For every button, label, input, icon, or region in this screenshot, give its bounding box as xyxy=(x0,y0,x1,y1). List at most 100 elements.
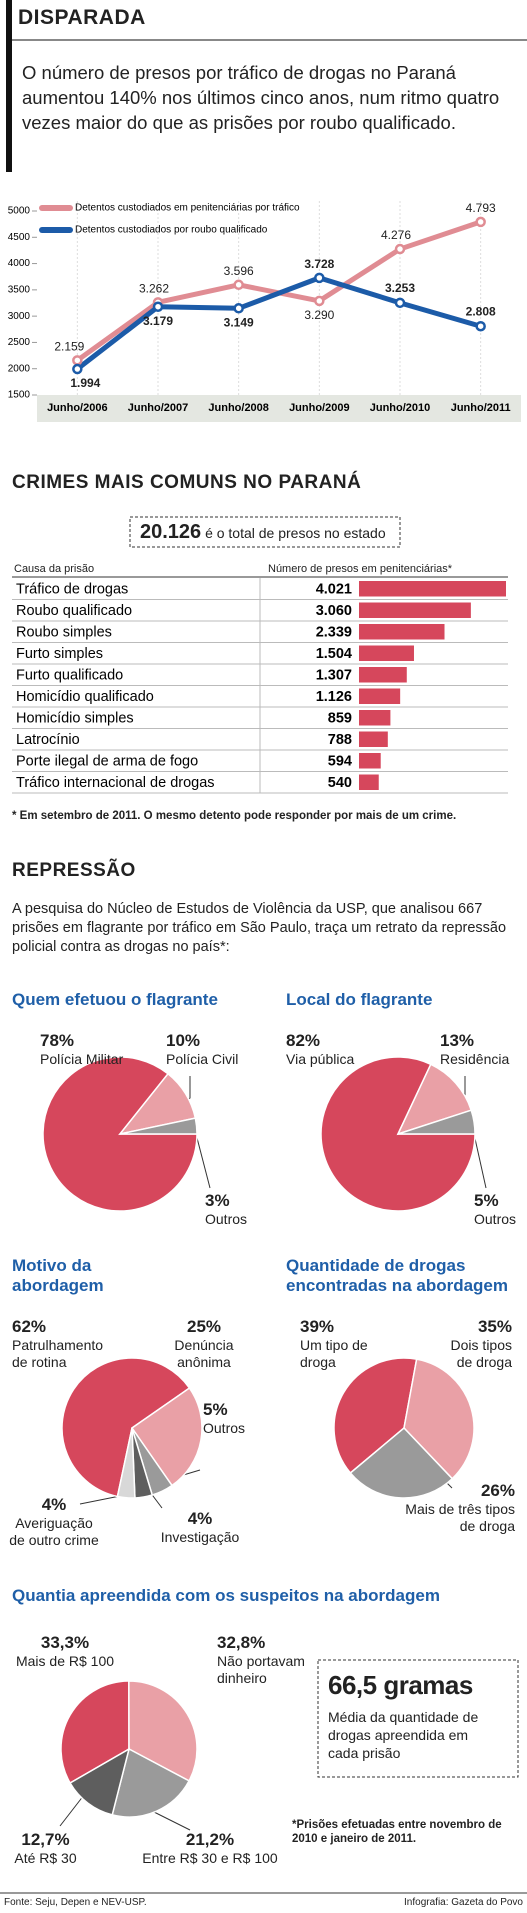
slice-label: 82% Via pública xyxy=(286,1030,386,1068)
y-tick-label: 3500 xyxy=(8,284,31,295)
highlight-value: 66,5 gramas xyxy=(328,1670,473,1700)
pie-title: Local do flagrante xyxy=(286,990,433,1009)
slice-value: 4% xyxy=(41,1495,67,1514)
y-tick-label: 3000 xyxy=(8,311,31,322)
slice-value: 13% xyxy=(440,1031,475,1050)
pie-slice xyxy=(396,1063,473,1136)
category-label: Homicídio simples xyxy=(16,711,134,727)
point xyxy=(233,303,244,314)
legend-label: Detentos custodiados em penitenciárias p… xyxy=(75,203,300,214)
pie-slice xyxy=(69,1747,131,1816)
pie-title: Quem efetuou o flagrante xyxy=(12,990,218,1009)
slice-name: Denúncia anônima xyxy=(174,1337,234,1370)
slice-label: 10% Polícia Civil xyxy=(166,1030,256,1068)
slice-label: 26% Mais de três tipos de droga xyxy=(400,1480,515,1535)
category-label: Furto qualificado xyxy=(16,668,123,684)
value-label: 540 xyxy=(328,775,352,791)
category-label: Tráfico de drogas xyxy=(16,582,128,598)
bar xyxy=(359,753,381,769)
pie-slice xyxy=(349,1426,454,1499)
leader-line xyxy=(149,1809,191,1831)
leader-line xyxy=(79,1495,121,1505)
slice-value: 26% xyxy=(480,1481,515,1500)
slice-value: 21,2% xyxy=(185,1830,235,1849)
y-tick-label: 5000 xyxy=(8,206,31,217)
slice-label: 4% Averiguação de outro crime xyxy=(8,1494,100,1549)
slice-value: 39% xyxy=(300,1317,335,1336)
slice-name: Investigação xyxy=(160,1529,240,1545)
leader-line xyxy=(195,1133,211,1189)
slice-name: Via pública xyxy=(286,1051,355,1067)
value-label: 2.339 xyxy=(316,625,352,641)
data-label: 3.290 xyxy=(304,308,334,322)
slice-label: 35% Dois tipos de droga xyxy=(432,1316,512,1371)
slice-name: Não portavam dinheiro xyxy=(217,1653,305,1686)
pie-slice xyxy=(60,1680,130,1785)
data-label: 3.253 xyxy=(385,281,415,295)
pie-slice xyxy=(116,1427,136,1499)
slice-value: 62% xyxy=(12,1317,47,1336)
x-tick-label: Junho/2008 xyxy=(208,402,269,414)
bar xyxy=(359,645,414,661)
data-label: 3.728 xyxy=(304,257,334,271)
highlight-text: Média da quantidade de drogas apreendida… xyxy=(328,1709,479,1761)
value-label: 1.126 xyxy=(316,689,352,705)
x-tick-label: Junho/2007 xyxy=(128,402,189,414)
point xyxy=(233,279,244,291)
value-label: 4.021 xyxy=(316,582,352,598)
pie-title: Quantia apreendida com os suspeitos na a… xyxy=(12,1586,440,1605)
slice-label: 13% Residência xyxy=(440,1030,525,1068)
slice-name: Um tipo de droga xyxy=(300,1337,368,1370)
slice-value: 4% xyxy=(187,1509,213,1528)
pie-slice xyxy=(61,1357,191,1498)
pie-slice xyxy=(111,1747,191,1818)
category-label: Latrocínio xyxy=(16,732,80,748)
column-header: Causa da prisão xyxy=(14,563,95,575)
total-text: é o total de presos no estado xyxy=(205,525,386,541)
data-label: 3.149 xyxy=(224,315,254,329)
y-tick-label: 1500 xyxy=(8,390,31,401)
slice-value: 3% xyxy=(205,1191,230,1210)
paragraph: A pesquisa do Núcleo de Estudos de Violê… xyxy=(12,901,507,955)
slice-label: 32,8% Não portavam dinheiro xyxy=(217,1632,307,1687)
slice-value: 5% xyxy=(474,1191,499,1210)
x-tick-label: Junho/2009 xyxy=(289,402,350,414)
slice-label: 33,3% Mais de R$ 100 xyxy=(10,1632,120,1670)
y-tick-label: 4500 xyxy=(8,232,31,243)
bar xyxy=(359,774,379,790)
legend-label: Detentos custodiados por roubo qualifica… xyxy=(75,225,268,236)
y-tick-label: 4000 xyxy=(8,258,31,269)
pie-slice xyxy=(397,1109,476,1135)
slice-name: Outros xyxy=(203,1420,246,1436)
series-line xyxy=(75,275,482,372)
bar xyxy=(359,688,401,704)
bar xyxy=(359,731,388,747)
category-label: Porte ilegal de arma de fogo xyxy=(16,754,198,770)
category-label: Roubo simples xyxy=(16,625,112,641)
pie-title: Quantidade de drogas encontradas na abor… xyxy=(286,1256,509,1295)
leader-line xyxy=(59,1794,85,1827)
highlight-box xyxy=(317,1659,519,1778)
data-label: 1.994 xyxy=(70,376,100,390)
y-tick-label: 2000 xyxy=(8,363,31,374)
slice-label: 5% Outros xyxy=(203,1399,263,1437)
pie-slice xyxy=(130,1387,203,1487)
footnote: *Prisões efetuadas entre novembro de 201… xyxy=(292,1819,502,1845)
point xyxy=(475,216,486,228)
section-title: CRIMES MAIS COMUNS NO PARANÁ xyxy=(12,472,362,493)
slice-value: 12,7% xyxy=(21,1830,70,1849)
footnote: * Em setembro de 2011. O mesmo detento p… xyxy=(12,810,457,822)
slice-name: Mais de três tipos de droga xyxy=(405,1501,515,1534)
data-label: 3.596 xyxy=(224,264,254,278)
slice-label: 21,2% Entre R$ 30 e R$ 100 xyxy=(135,1829,285,1867)
leader-line xyxy=(473,1133,487,1189)
category-band xyxy=(37,395,521,422)
slice-name: Dois tipos de droga xyxy=(450,1337,512,1370)
bar xyxy=(359,624,445,640)
value-label: 788 xyxy=(328,732,352,748)
bar xyxy=(359,710,391,726)
point xyxy=(394,297,406,309)
slice-name: Polícia Militar xyxy=(40,1051,124,1067)
value-label: 594 xyxy=(328,754,352,770)
category-label: Furto simples xyxy=(16,646,103,662)
